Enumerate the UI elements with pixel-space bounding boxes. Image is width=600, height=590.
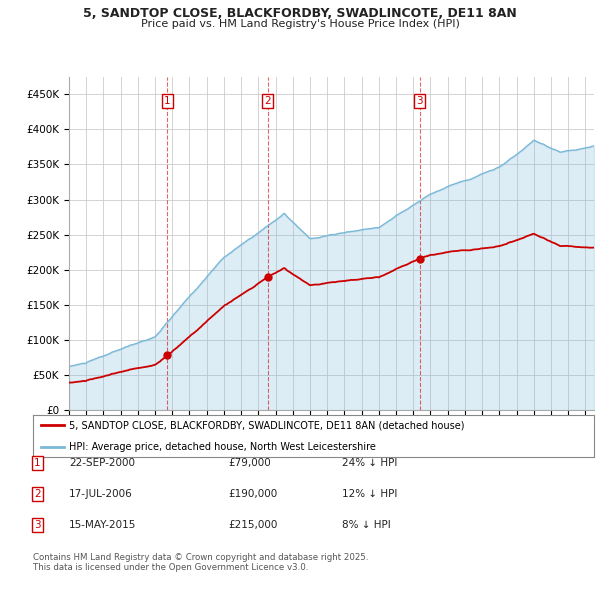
Text: 15-MAY-2015: 15-MAY-2015 [69,520,136,530]
Text: 22-SEP-2000: 22-SEP-2000 [69,458,135,468]
Text: 1: 1 [164,96,171,106]
Text: 2: 2 [264,96,271,106]
Text: 3: 3 [34,520,41,530]
Text: 5, SANDTOP CLOSE, BLACKFORDBY, SWADLINCOTE, DE11 8AN (detached house): 5, SANDTOP CLOSE, BLACKFORDBY, SWADLINCO… [70,421,465,430]
Text: 1: 1 [34,458,41,468]
Text: 3: 3 [416,96,423,106]
Text: HPI: Average price, detached house, North West Leicestershire: HPI: Average price, detached house, Nort… [70,442,376,451]
Text: 2: 2 [34,489,41,499]
Text: 5, SANDTOP CLOSE, BLACKFORDBY, SWADLINCOTE, DE11 8AN: 5, SANDTOP CLOSE, BLACKFORDBY, SWADLINCO… [83,7,517,20]
Text: £215,000: £215,000 [228,520,277,530]
Text: Contains HM Land Registry data © Crown copyright and database right 2025.: Contains HM Land Registry data © Crown c… [33,553,368,562]
Text: 24% ↓ HPI: 24% ↓ HPI [342,458,397,468]
Text: 17-JUL-2006: 17-JUL-2006 [69,489,133,499]
Text: Price paid vs. HM Land Registry's House Price Index (HPI): Price paid vs. HM Land Registry's House … [140,19,460,29]
Text: 8% ↓ HPI: 8% ↓ HPI [342,520,391,530]
Text: £190,000: £190,000 [228,489,277,499]
Text: This data is licensed under the Open Government Licence v3.0.: This data is licensed under the Open Gov… [33,563,308,572]
Text: £79,000: £79,000 [228,458,271,468]
Text: 12% ↓ HPI: 12% ↓ HPI [342,489,397,499]
